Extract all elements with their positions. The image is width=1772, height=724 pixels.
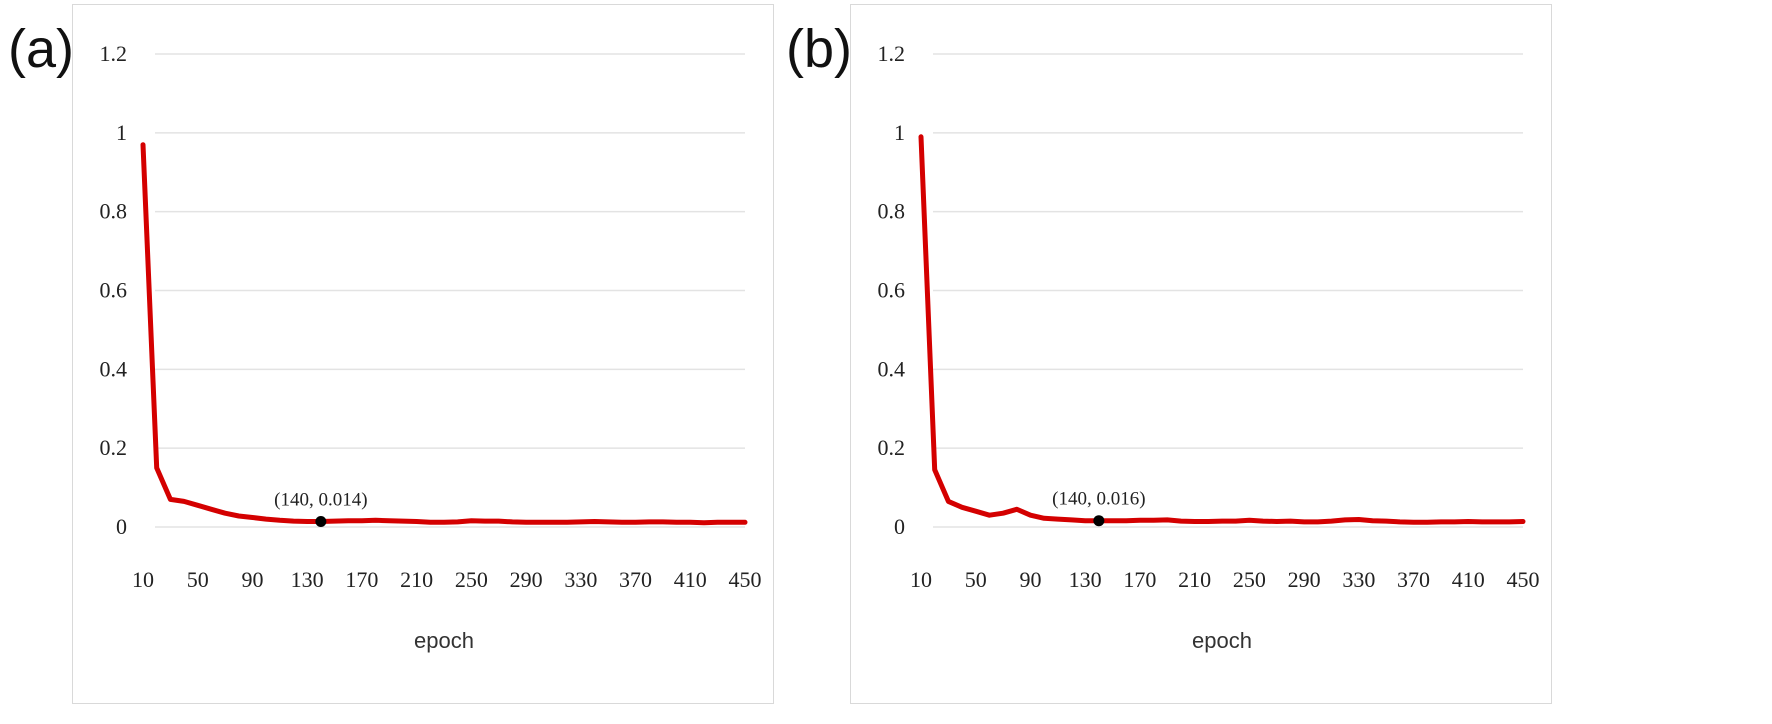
loss-series-line-b (918, 134, 1526, 525)
x-tick-label-a-9: 370 (619, 567, 652, 592)
x-tick-label-a-3: 130 (291, 567, 324, 592)
x-tick-label-a-6: 250 (455, 567, 488, 592)
y-tick-label-b-2: 0.4 (878, 356, 906, 381)
chart-a-frame: 0 0.2 0.4 0.6 0.8 1 1.2 10 50 90 130 170 210 250 290 33… (72, 4, 774, 704)
x-tick-label-b-4: 170 (1123, 567, 1156, 592)
y-tick-label-b-5: 1 (894, 120, 905, 145)
panel-label-a: (a) (8, 19, 74, 79)
min-point-marker-a (315, 515, 327, 527)
x-tick-label-b-6: 250 (1233, 567, 1266, 592)
x-tick-label-b-1: 50 (965, 567, 987, 592)
loss-chart-a: 0 0.2 0.4 0.6 0.8 1 1.2 10 50 90 130 170 210 250 290 33… (100, 41, 762, 653)
x-tick-label-a-0: 10 (132, 567, 154, 592)
loss-chart-b: 0 0.2 0.4 0.6 0.8 1 1.2 10 50 90 130 170 210 250 290 33… (878, 41, 1540, 653)
y-tick-label-b-1: 0.2 (878, 435, 906, 460)
x-tick-label-b-10: 410 (1452, 567, 1485, 592)
min-point-marker-b (1093, 515, 1105, 527)
y-tick-label-b-3: 0.6 (878, 278, 906, 303)
loss-series-line-a (140, 142, 748, 526)
x-tick-label-a-8: 330 (564, 567, 597, 592)
y-tick-label-a-1: 0.2 (100, 435, 128, 460)
y-tick-label-a-2: 0.4 (100, 356, 128, 381)
min-point-annotation-a: (140, 0.014) (274, 489, 367, 510)
y-tick-label-b-0: 0 (894, 514, 905, 539)
x-tick-label-b-7: 290 (1288, 567, 1321, 592)
x-tick-label-a-1: 50 (187, 567, 209, 592)
x-tick-label-a-5: 210 (400, 567, 433, 592)
min-point-annotation-b: (140, 0.016) (1052, 489, 1145, 510)
x-tick-label-a-10: 410 (674, 567, 707, 592)
x-tick-label-a-4: 170 (345, 567, 378, 592)
y-tick-label-b-6: 1.2 (878, 41, 906, 66)
x-tick-label-b-8: 330 (1342, 567, 1375, 592)
x-tick-label-a-11: 450 (729, 567, 762, 592)
x-tick-label-a-7: 290 (510, 567, 543, 592)
x-tick-label-b-2: 90 (1019, 567, 1041, 592)
y-tick-label-a-3: 0.6 (100, 278, 128, 303)
x-tick-label-a-2: 90 (241, 567, 263, 592)
x-tick-label-b-3: 130 (1069, 567, 1102, 592)
x-tick-label-b-0: 10 (910, 567, 932, 592)
y-tick-label-a-4: 0.8 (100, 199, 128, 224)
y-tick-label-a-0: 0 (116, 514, 127, 539)
y-tick-label-b-4: 0.8 (878, 199, 906, 224)
panel-label-b: (b) (786, 19, 852, 79)
x-tick-label-b-11: 450 (1507, 567, 1540, 592)
x-axis-label-a: epoch (414, 628, 474, 653)
x-tick-label-b-9: 370 (1397, 567, 1430, 592)
y-tick-label-a-6: 1.2 (100, 41, 128, 66)
chart-b-frame: 0 0.2 0.4 0.6 0.8 1 1.2 10 50 90 130 170 210 250 290 33… (850, 4, 1552, 704)
x-axis-label-b: epoch (1192, 628, 1252, 653)
x-tick-label-b-5: 210 (1178, 567, 1211, 592)
y-tick-label-a-5: 1 (116, 120, 127, 145)
